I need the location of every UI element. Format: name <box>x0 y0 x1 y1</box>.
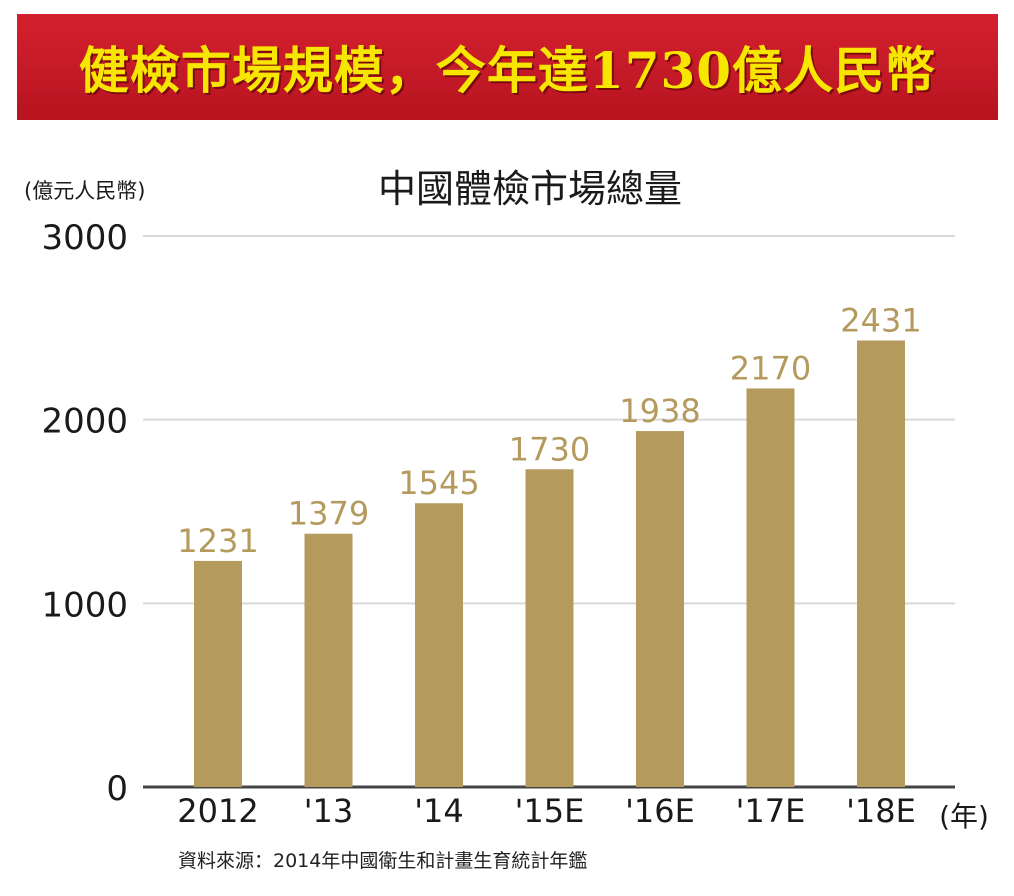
bar-5 <box>746 388 795 787</box>
x-tick-label: 2012 <box>177 792 258 830</box>
bar-1 <box>304 533 353 787</box>
x-tick-label: '17E <box>736 792 806 830</box>
x-tick-label: '16E <box>625 792 695 830</box>
data-label: 2170 <box>730 349 811 387</box>
x-axis-label: (年) <box>939 800 989 833</box>
bar-3 <box>525 469 574 787</box>
x-tick-label: '15E <box>515 792 585 830</box>
x-tick-label: '14 <box>414 792 464 830</box>
data-label: 1379 <box>288 495 369 533</box>
headline-title: 健檢市場規模，今年達1730億人民幣 <box>78 41 937 100</box>
bars <box>194 340 905 787</box>
data-label: 1545 <box>398 464 479 502</box>
chart-title: 中國體檢市場總量 <box>378 167 682 211</box>
bar-6 <box>857 340 905 787</box>
source-note: 資料來源：2014年中國衛生和計畫生育統計年鑑 <box>178 850 588 872</box>
y-tick-label: 2000 <box>41 402 128 442</box>
bar-2 <box>415 503 463 787</box>
x-tick-label: '13 <box>304 792 354 830</box>
y-tick-label: 3000 <box>41 218 128 258</box>
data-labels: 1231 1379 1545 1730 1938 2170 2431 <box>177 302 921 560</box>
data-label: 2431 <box>840 302 921 340</box>
y-tick-label: 1000 <box>41 585 128 625</box>
y-tick-label: 0 <box>106 769 128 809</box>
data-label: 1730 <box>509 430 590 468</box>
headline-banner: 健檢市場規模，今年達1730億人民幣 <box>17 14 998 120</box>
bar-0 <box>194 560 242 787</box>
data-label: 1938 <box>619 392 700 430</box>
y-axis-label: (億元人民幣) <box>24 179 145 203</box>
tick-labels: 0 1000 2000 3000 2012 '13 '14 '15E '16E '17E '18E <box>41 218 915 830</box>
bar-4 <box>636 431 684 787</box>
data-label: 1231 <box>177 522 258 560</box>
x-tick-label: '18E <box>846 792 916 830</box>
